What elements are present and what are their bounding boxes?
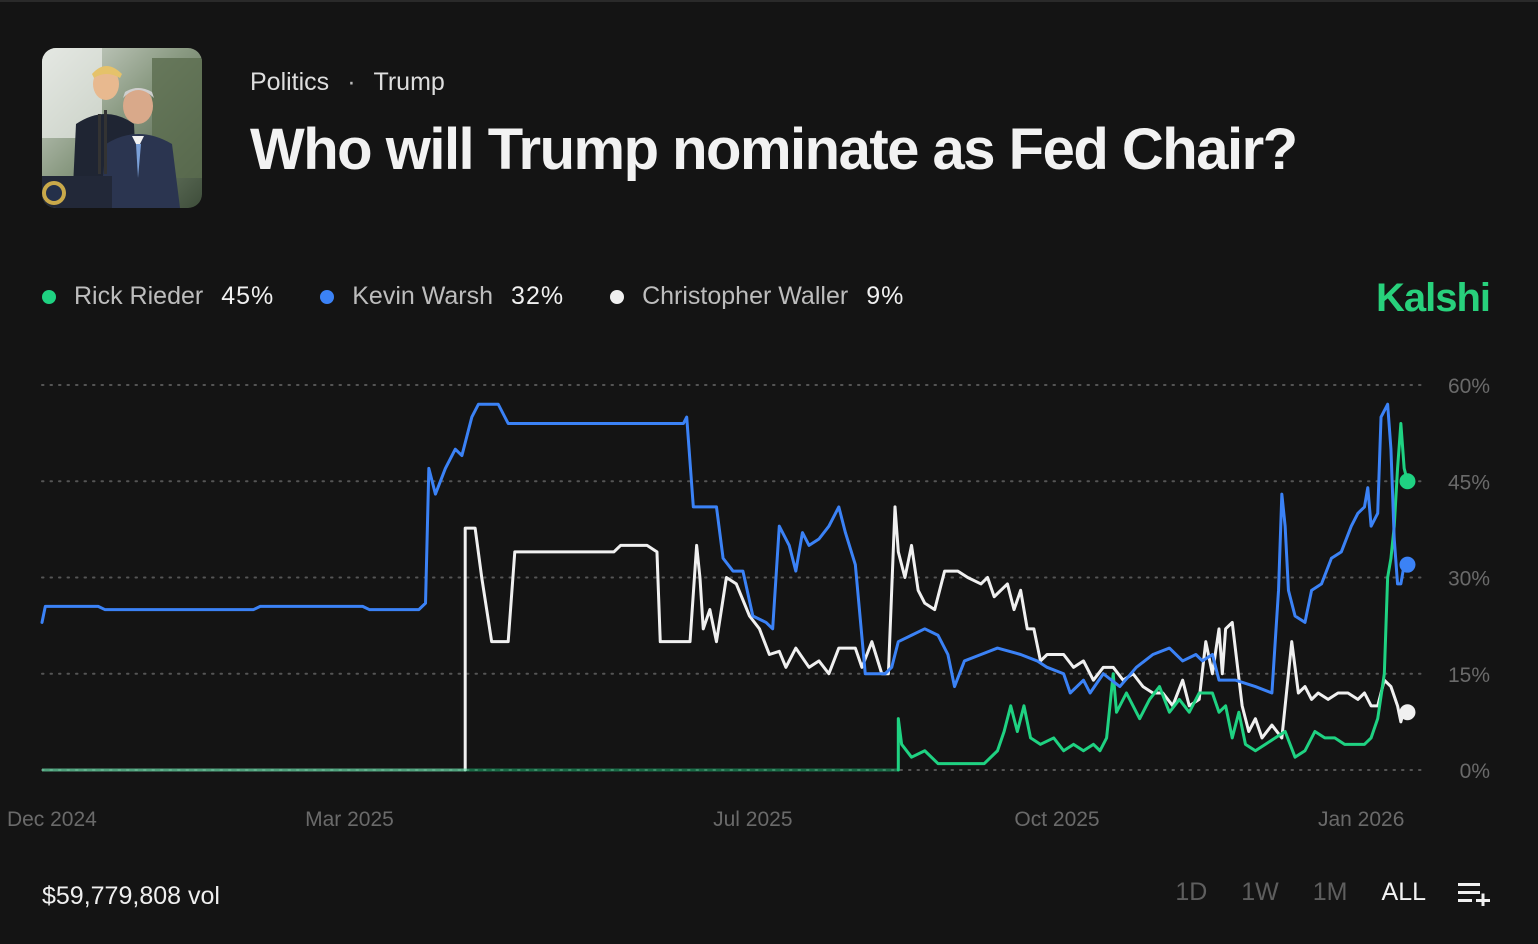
- range-all-button[interactable]: ALL: [1381, 878, 1426, 906]
- y-axis-ticks: 0% 15% 30% 45% 60%: [1448, 375, 1490, 783]
- y-tick-label: 45%: [1448, 471, 1490, 494]
- legend-name: Christopher Waller: [642, 282, 849, 310]
- kalshi-logo[interactable]: Kalshi: [1375, 276, 1491, 320]
- legend-value: 45%: [221, 282, 275, 310]
- series-endpoint-christopher-waller[interactable]: [1399, 704, 1416, 721]
- x-tick-label: Oct 2025: [1014, 808, 1099, 831]
- legend-item-warsh[interactable]: Kevin Warsh 32%: [320, 282, 564, 311]
- series-line-christopher-waller[interactable]: [463, 505, 1409, 772]
- breadcrumb-separator: ·: [347, 68, 356, 96]
- legend-name: Rick Rieder: [74, 282, 204, 310]
- breadcrumb: Politics · Trump: [250, 68, 445, 97]
- legend-item-waller[interactable]: Christopher Waller 9%: [610, 282, 904, 311]
- price-history-chart[interactable]: 0% 15% 30% 45% 60% Dec 2024 Mar 2025 Jul 2025 O…: [0, 342, 1538, 852]
- range-1w-button[interactable]: 1W: [1241, 878, 1279, 906]
- breadcrumb-subcategory[interactable]: Trump: [373, 68, 445, 96]
- x-tick-label: Mar 2025: [305, 808, 394, 831]
- x-tick-label: Dec 2024: [7, 808, 97, 831]
- chart-legend: Rick Rieder 45% Kevin Warsh 32% Christop…: [42, 282, 950, 311]
- series-line-kevin-warsh[interactable]: [40, 402, 1409, 695]
- legend-name: Kevin Warsh: [352, 282, 494, 310]
- list-add-icon[interactable]: [1458, 880, 1492, 906]
- series-line-rick-rieder[interactable]: [896, 422, 1409, 772]
- x-tick-label: Jul 2025: [713, 808, 792, 831]
- legend-dot-rieder: [42, 289, 56, 304]
- chart-series: [40, 402, 1416, 772]
- chart-grid: [41, 384, 1425, 771]
- legend-dot-warsh: [320, 289, 335, 304]
- y-tick-label: 30%: [1448, 568, 1490, 591]
- range-1m-button[interactable]: 1M: [1312, 878, 1348, 906]
- legend-value: 9%: [866, 282, 905, 310]
- market-thumbnail[interactable]: [42, 48, 202, 208]
- trump-powell-photo-icon: [42, 48, 202, 208]
- legend-item-rieder[interactable]: Rick Rieder 45%: [42, 282, 274, 311]
- series-endpoint-kevin-warsh[interactable]: [1399, 556, 1416, 573]
- y-tick-label: 0%: [1460, 760, 1490, 783]
- legend-value: 32%: [511, 282, 565, 310]
- legend-dot-waller: [610, 289, 625, 304]
- y-tick-label: 15%: [1448, 664, 1490, 687]
- market-title: Who will Trump nominate as Fed Chair?: [250, 117, 1298, 182]
- series-endpoint-rick-rieder[interactable]: [1399, 473, 1416, 490]
- range-1d-button[interactable]: 1D: [1175, 878, 1208, 906]
- volume-label: $59,779,808 vol: [42, 882, 220, 910]
- breadcrumb-category[interactable]: Politics: [250, 68, 330, 96]
- x-tick-label: Jan 2026: [1318, 808, 1404, 831]
- x-axis-ticks: Dec 2024 Mar 2025 Jul 2025 Oct 2025 Jan 2026: [7, 808, 1404, 831]
- time-range-selector: 1D 1W 1M ALL: [1141, 878, 1492, 907]
- y-tick-label: 60%: [1448, 375, 1490, 398]
